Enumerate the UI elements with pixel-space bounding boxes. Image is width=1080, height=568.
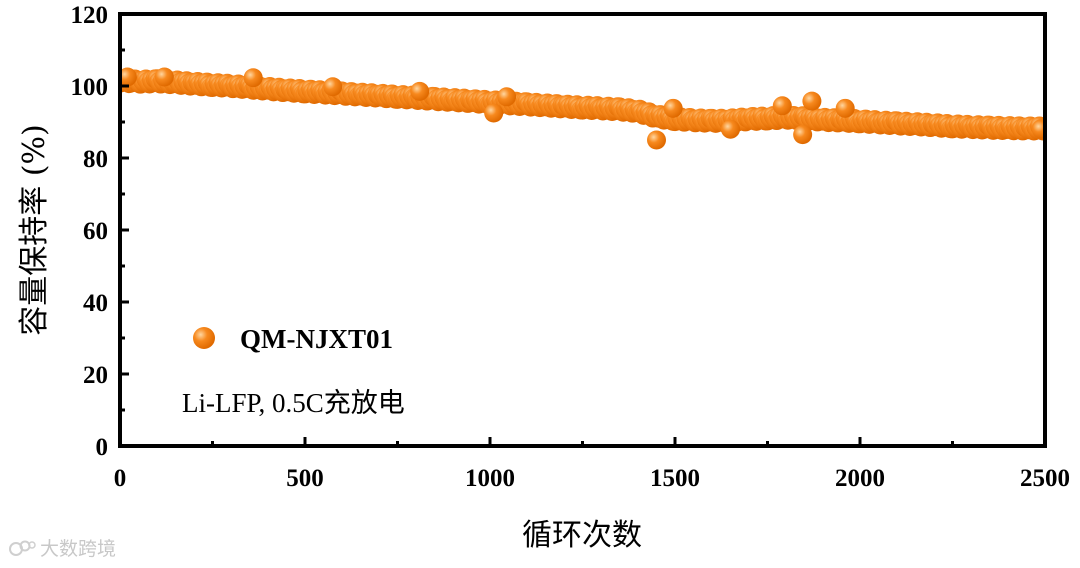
y-tick-label: 60 <box>83 218 108 245</box>
data-point <box>663 98 683 118</box>
data-point <box>647 130 666 150</box>
data-point <box>154 67 174 87</box>
data-point <box>1031 119 1045 139</box>
data-point <box>484 103 504 123</box>
x-tick-label: 2500 <box>1020 465 1070 492</box>
y-tick-label: 80 <box>83 146 108 173</box>
data-points <box>120 67 1045 150</box>
condition-annotation: Li-LFP, 0.5C充放电 <box>182 388 405 418</box>
watermark: 大数跨境 <box>8 534 116 561</box>
y-tick-label: 20 <box>83 362 108 389</box>
data-point <box>721 119 740 139</box>
x-tick-label: 2000 <box>835 465 885 492</box>
data-point <box>120 67 137 87</box>
data-point <box>323 77 343 97</box>
x-axis-title: 循环次数 <box>522 518 642 553</box>
data-point <box>243 68 263 88</box>
legend: QM-NJXT01 <box>193 324 393 354</box>
x-tick-label: 0 <box>114 465 127 492</box>
watermark-text: 大数跨境 <box>40 538 117 560</box>
data-point <box>410 81 430 101</box>
y-tick-label: 100 <box>71 74 109 101</box>
y-tick-label: 120 <box>71 2 109 29</box>
data-point <box>793 125 813 145</box>
data-point <box>772 96 792 116</box>
data-point <box>835 98 855 118</box>
axis-ticks: 0 20 40 60 80 100 120 0 500 1000 1500 2000 2500 <box>71 2 1071 492</box>
watermark-logo-icon <box>9 540 36 556</box>
y-tick-label: 0 <box>96 434 109 461</box>
x-tick-label: 1500 <box>650 465 700 492</box>
legend-label: QM-NJXT01 <box>240 324 393 354</box>
y-tick-label: 40 <box>83 290 108 317</box>
legend-marker <box>193 327 215 349</box>
y-axis-title: 容量保持率 (%) <box>17 124 52 335</box>
x-tick-label: 1000 <box>465 465 515 492</box>
data-point <box>497 87 517 107</box>
data-point <box>802 91 822 111</box>
x-tick-label: 500 <box>286 465 324 492</box>
